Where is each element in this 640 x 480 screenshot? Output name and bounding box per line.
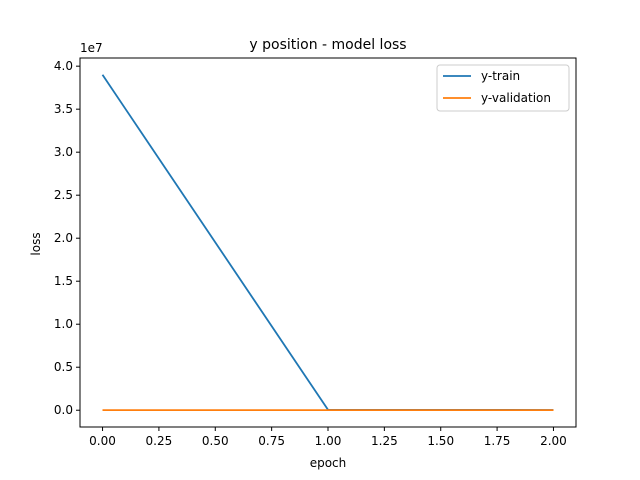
x-tick-label: 0.25 [146,434,173,448]
x-tick-label: 0.75 [258,434,285,448]
y-tick-label: 4.0 [54,59,73,73]
y-axis-label: loss [29,232,43,255]
y-tick-label: 1.0 [54,317,73,331]
x-tick-label: 0.50 [202,434,229,448]
x-tick-label: 1.25 [371,434,398,448]
y-tick-label: 3.0 [54,145,73,159]
x-axis-ticks: 0.00 0.25 0.50 0.75 1.00 1.25 1.50 1.75 2.00 [89,427,567,448]
y-tick-label: 0.5 [54,360,73,374]
chart-title: y position - model loss [249,37,406,53]
y-tick-label: 0.0 [54,403,73,417]
x-tick-label: 2.00 [540,434,567,448]
plot-area-frame [79,57,577,428]
x-tick-label: 1.00 [315,434,342,448]
legend-entry-label: y-validation [481,91,551,105]
x-tick-label: 1.75 [484,434,511,448]
legend: y-train y-validation [436,64,570,112]
x-axis-label: epoch [310,456,347,470]
y-axis-ticks: 0.0 0.5 1.0 1.5 2.0 2.5 3.0 3.5 4.0 [54,59,80,417]
y-axis-multiplier: 1e7 [80,41,103,55]
y-tick-label: 2.5 [54,188,73,202]
y-tick-label: 2.0 [54,231,73,245]
series-lines [101,74,554,412]
x-tick-label: 1.50 [427,434,454,448]
x-tick-label: 0.00 [89,434,116,448]
y-tick-label: 3.5 [54,102,73,116]
legend-entry-label: y-train [481,69,520,83]
y-tick-label: 1.5 [54,274,73,288]
